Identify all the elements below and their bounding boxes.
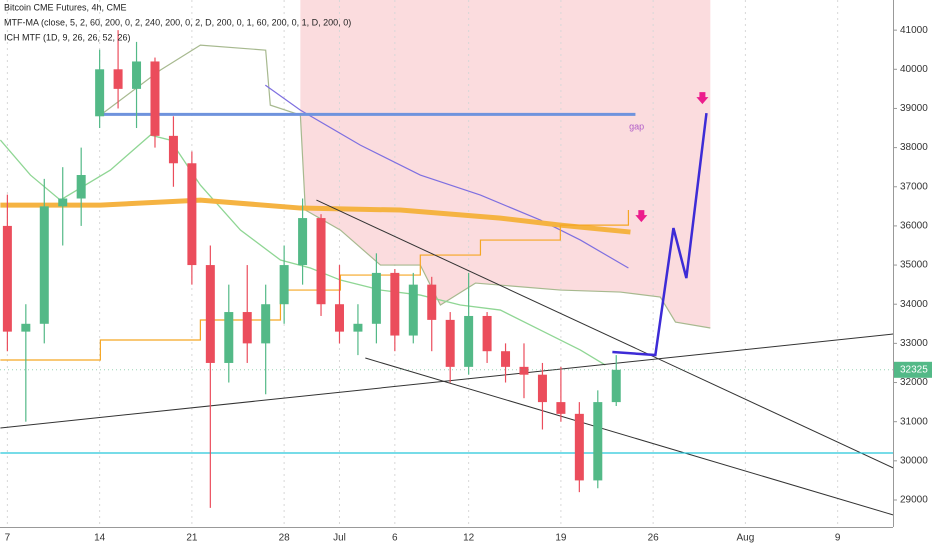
- indicator-line: [612, 112, 708, 357]
- candle-body: [187, 163, 197, 266]
- indicator-line: [316, 199, 893, 469]
- indicator-label: MTF-MA (close, 5, 2, 60, 200, 0, 2, 240,…: [4, 17, 351, 27]
- candle-body: [611, 369, 621, 403]
- chart-title: Bitcoin CME Futures, 4h, CME: [4, 2, 127, 12]
- candle-body: [298, 218, 308, 266]
- y-tick-label: 33000: [900, 338, 928, 349]
- candle-body: [205, 265, 215, 363]
- x-tick-label: Jul: [333, 533, 346, 544]
- last-price-label: 32325: [900, 364, 928, 375]
- candle-body: [76, 175, 86, 199]
- candle-body: [2, 225, 12, 332]
- candle-body: [168, 135, 178, 164]
- candle-body: [519, 366, 529, 375]
- candle-body: [537, 374, 547, 403]
- x-tick-label: 14: [94, 533, 106, 544]
- y-tick-label: 36000: [900, 221, 928, 232]
- y-tick-label: 30000: [900, 455, 928, 466]
- y-tick-label: 41000: [900, 25, 928, 36]
- x-tick-label: 7: [5, 533, 11, 544]
- ichimoku-cloud: [300, 0, 711, 329]
- y-tick-label: 37000: [900, 181, 928, 192]
- candle-body: [353, 323, 363, 332]
- indicator-line: [0, 197, 631, 235]
- indicator-line: [264, 84, 629, 269]
- indicator-line: [365, 357, 893, 516]
- x-tick-label: 12: [463, 533, 475, 544]
- indicator-line: [100, 44, 711, 329]
- candle-body: [445, 319, 455, 367]
- candle-body: [132, 61, 142, 89]
- x-tick-label: 19: [555, 533, 567, 544]
- x-tick-label: 6: [392, 533, 398, 544]
- candle-body: [58, 198, 68, 207]
- candle-body: [464, 315, 474, 367]
- candle-body: [390, 272, 400, 336]
- y-tick-label: 29000: [900, 495, 928, 506]
- candle-body: [279, 265, 289, 305]
- candle-body: [316, 218, 326, 305]
- candle-body: [371, 272, 381, 324]
- candle-body: [224, 312, 234, 363]
- indicator-label: ICH MTF (1D, 9, 26, 26, 52, 26): [4, 32, 131, 42]
- indicator-line: [0, 210, 630, 361]
- x-tick-label: 26: [648, 533, 660, 544]
- y-tick-label: 39000: [900, 103, 928, 114]
- last-price-box: [894, 361, 932, 378]
- candle-body: [574, 413, 584, 481]
- y-tick-label: 32000: [900, 377, 928, 388]
- x-tick-label: 28: [279, 533, 291, 544]
- candle-body: [113, 69, 123, 89]
- candle-body: [95, 69, 105, 117]
- candle-body: [593, 402, 603, 481]
- candle-body: [261, 304, 271, 344]
- indicator-line: [0, 333, 893, 429]
- y-tick-label: 38000: [900, 142, 928, 153]
- y-tick-label: 40000: [900, 64, 928, 75]
- candle-body: [556, 402, 566, 414]
- x-tick-label: Aug: [736, 533, 754, 544]
- candle-body: [408, 284, 418, 336]
- candle-body: [39, 206, 49, 324]
- candle-body: [427, 284, 437, 320]
- arrow-marker: [696, 92, 709, 105]
- arrow-marker: [635, 210, 648, 223]
- x-tick-label: 21: [186, 533, 198, 544]
- candle-body: [21, 323, 31, 332]
- candle-body: [334, 304, 344, 332]
- y-tick-label: 31000: [900, 416, 928, 427]
- candle-body: [150, 61, 160, 136]
- candle-body: [482, 315, 492, 352]
- x-tick-label: 9: [835, 533, 841, 544]
- annotation: gap: [629, 122, 644, 132]
- y-tick-label: 34000: [900, 299, 928, 310]
- candle-body: [242, 312, 252, 344]
- y-tick-label: 35000: [900, 260, 928, 271]
- indicator-line: [0, 134, 606, 366]
- candle-body: [501, 351, 511, 367]
